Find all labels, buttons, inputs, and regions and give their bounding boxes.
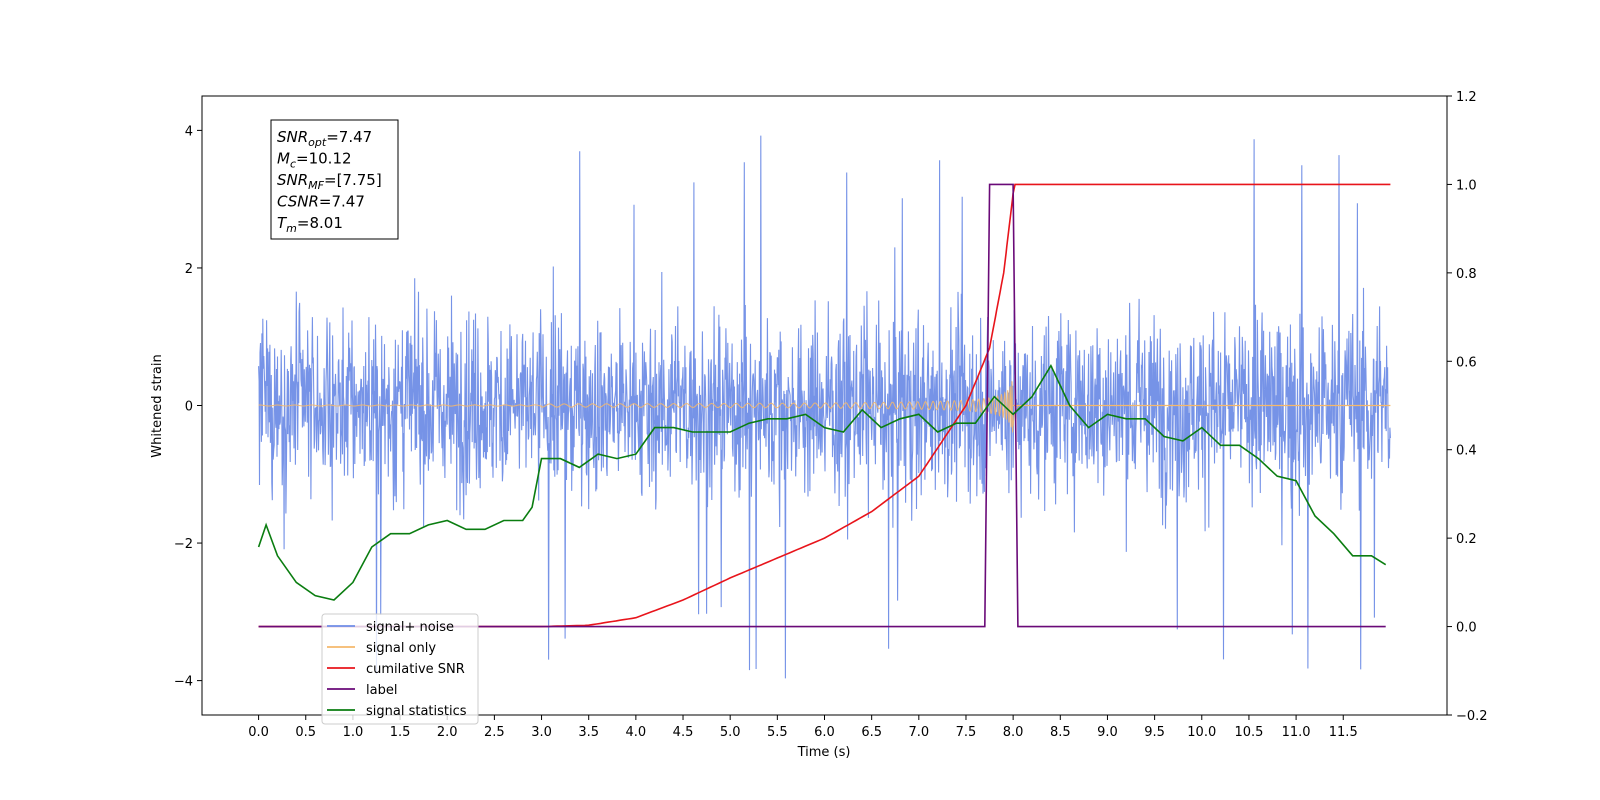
x-tick-label: 5.0 [720, 725, 741, 740]
y-left-tick-label: 0 [185, 400, 193, 415]
x-tick-label: 0.0 [248, 725, 269, 740]
y-left-tick-label: −4 [174, 675, 193, 690]
legend-frame [321, 613, 479, 725]
y-left-tick-label: 4 [185, 124, 193, 139]
y-left-tick-label: −2 [174, 537, 193, 552]
legend: signal+ noise signal only cumilative SNR la… [321, 613, 479, 725]
x-tick-label: 2.5 [484, 725, 505, 740]
x-tick-label: 7.5 [956, 725, 977, 740]
series-line-cumulative-snr [258, 183, 1391, 628]
legend-entry-label: cumilative SNR [366, 662, 465, 677]
legend-entry-label: signal+ noise [366, 620, 454, 635]
x-tick-label: 1.0 [343, 725, 364, 740]
series-line-signal-statistics [257, 364, 1387, 601]
x-tick-label: 7.0 [908, 725, 929, 740]
x-tick-label: 5.5 [767, 725, 788, 740]
y-right-tick-label: 1.0 [1456, 178, 1477, 193]
x-tick-label: 3.0 [531, 725, 552, 740]
x-tick-label: 10.5 [1234, 725, 1263, 740]
y-right-tick-label: 0.0 [1456, 621, 1477, 636]
stats-annotation-box: SNRopt=7.47Mc=10.12SNRMF=[7.75]CSNR=7.47… [270, 119, 399, 240]
annotation-line: SNRopt=7.47 [277, 128, 372, 149]
annotation-frame [270, 119, 399, 240]
y-axis-left: −4 −2 0 2 4 [174, 124, 202, 690]
y-right-tick-label: 0.8 [1456, 267, 1477, 282]
annotation-line: CSNR=7.47 [277, 193, 365, 211]
x-tick-label: 9.0 [1097, 725, 1118, 740]
x-tick-label: 6.5 [861, 725, 882, 740]
y-right-tick-label: −0.2 [1456, 709, 1488, 724]
series-line-label [258, 183, 1386, 628]
y-right-tick-label: 0.4 [1456, 444, 1477, 459]
x-tick-label: 2.0 [437, 725, 458, 740]
x-axis-label: Time (s) [797, 745, 851, 760]
x-tick-label: 9.5 [1144, 725, 1165, 740]
y-axis-left-label: Whitened strain [150, 354, 165, 457]
y-right-tick-label: 0.6 [1456, 355, 1477, 370]
legend-entry-label: signal only [366, 641, 436, 656]
annotation-line: Mc=10.12 [277, 150, 352, 171]
x-tick-label: 6.0 [814, 725, 835, 740]
x-tick-label: 4.5 [673, 725, 694, 740]
x-axis: 0.0 0.5 1.0 1.5 2.0 2.5 3.0 3.5 4.0 4.5 5.0 5.5 6.0 6… [248, 715, 1358, 740]
annotation-line: SNRMF=[7.75] [277, 171, 382, 192]
x-tick-label: 11.5 [1329, 725, 1358, 740]
y-axis-right: −0.2 0.0 0.2 0.4 0.6 0.8 1.0 1.2 [1447, 90, 1488, 724]
series-line-signal-noise [258, 135, 1391, 679]
series-line-signal-only [258, 381, 1019, 433]
x-tick-label: 1.5 [390, 725, 411, 740]
annotation-line: Tm=8.01 [277, 214, 343, 235]
y-left-tick-label: 2 [185, 262, 193, 277]
x-tick-label: 3.5 [578, 725, 599, 740]
x-tick-label: 10.0 [1187, 725, 1216, 740]
x-tick-label: 4.0 [626, 725, 647, 740]
x-tick-label: 0.5 [295, 725, 316, 740]
x-tick-label: 8.0 [1003, 725, 1024, 740]
x-tick-label: 11.0 [1282, 725, 1311, 740]
legend-entry-label: label [366, 683, 397, 698]
plot-area [257, 135, 1391, 679]
x-tick-label: 8.5 [1050, 725, 1071, 740]
y-right-tick-label: 0.2 [1456, 532, 1477, 547]
y-right-tick-label: 1.2 [1456, 90, 1477, 105]
legend-entry-label: signal statistics [366, 704, 467, 719]
